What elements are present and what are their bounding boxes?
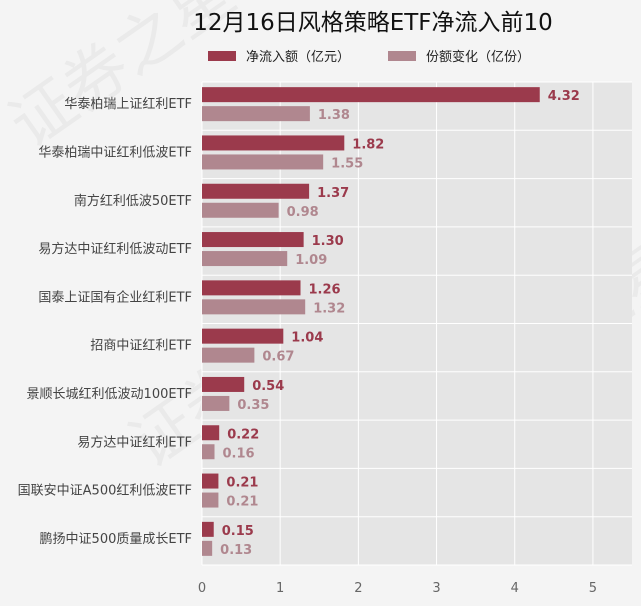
bar-share-change [202,251,288,267]
data-label: 0.15 [222,524,254,539]
bar-net-inflow [202,473,219,489]
data-label: 1.04 [291,331,323,346]
data-label: 0.16 [223,446,255,461]
category-label: 景顺长城红利低波动100ETF [27,386,192,402]
bar-share-change [202,492,219,508]
bar-net-inflow [202,376,245,392]
data-label: 0.54 [252,379,284,394]
bar-share-change [202,299,306,315]
bar-net-inflow [202,232,304,248]
bar-share-change [202,540,213,556]
x-tick-label: 1 [276,581,284,596]
x-tick-label: 2 [354,581,362,596]
category-label: 南方红利低波50ETF [74,193,192,209]
bar-net-inflow [202,328,284,344]
legend-label: 份额变化（亿份） [426,49,530,65]
category-label: 鹏扬中证500质量成长ETF [40,532,192,547]
bar-share-change [202,106,310,122]
bar-net-inflow [202,183,310,199]
data-label: 0.22 [227,427,259,442]
bar-share-change [202,154,324,170]
data-label: 1.32 [313,301,345,316]
x-tick-label: 5 [589,581,597,596]
legend-swatch [208,51,236,61]
data-label: 0.13 [220,543,252,558]
data-label: 1.82 [352,137,384,152]
data-label: 0.21 [226,476,258,491]
data-label: 1.37 [317,186,349,201]
data-label: 1.26 [309,282,341,297]
data-label: 4.32 [548,89,580,104]
category-label: 招商中证红利ETF [90,338,192,354]
data-label: 1.09 [295,253,327,268]
data-label: 0.67 [262,350,294,365]
category-label: 国联安中证A500红利低波ETF [18,483,192,499]
category-label: 华泰柏瑞中证红利低波ETF [38,144,192,160]
bars [202,87,540,556]
x-tick-label: 0 [198,581,206,596]
bar-share-change [202,347,255,363]
data-label: 0.21 [226,495,258,510]
category-label: 华泰柏瑞上证红利ETF [64,96,192,112]
chart-title: 12月16日风格策略ETF净流入前10 [193,10,553,36]
bar-net-inflow [202,280,301,296]
category-label: 易方达中证红利低波动ETF [38,241,192,257]
data-label: 0.35 [237,398,269,413]
x-axis-ticks: 0 1 2 3 4 5 [198,581,597,596]
grid-lines [201,81,632,566]
category-labels: 华泰柏瑞上证红利ETF 华泰柏瑞中证红利低波ETF 南方红利低波50ETF 易方达中证… [18,96,192,547]
bar-net-inflow [202,425,220,441]
legend: 净流入额（亿元） 份额变化（亿份） [208,49,530,65]
legend-label: 净流入额（亿元） [246,50,350,65]
data-label: 1.55 [331,156,363,171]
data-label: 1.38 [318,108,350,123]
x-tick-label: 4 [511,581,519,596]
bar-net-inflow [202,135,345,151]
bar-share-change [202,395,230,411]
x-tick-label: 3 [432,581,440,596]
value-labels: 4.32 1.381.82 1.55 1.37 0.98 1.30 1.09 1.26 1.32… [220,89,580,558]
bar-net-inflow [202,87,540,103]
data-label: 0.98 [287,205,319,220]
bar-share-change [202,202,279,218]
bar-net-inflow [202,521,214,537]
legend-swatch [388,51,416,61]
bar-share-change [202,444,215,460]
category-label: 国泰上证国有企业红利ETF [38,289,192,305]
category-label: 易方达中证红利ETF [77,434,192,450]
data-label: 1.30 [312,234,344,249]
